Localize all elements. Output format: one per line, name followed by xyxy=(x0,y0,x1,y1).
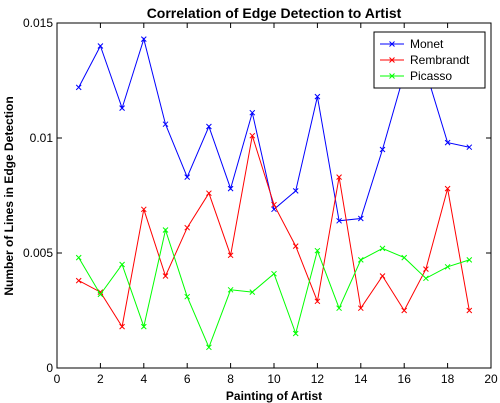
data-point-rembrandt xyxy=(97,289,104,295)
x-tick-label: 16 xyxy=(398,372,412,386)
x-tick-label: 10 xyxy=(267,372,281,386)
data-point-picasso xyxy=(292,330,299,337)
data-point-picasso xyxy=(357,257,364,263)
data-point-monet xyxy=(336,217,342,224)
data-point-picasso xyxy=(444,263,451,270)
data-point-rembrandt xyxy=(466,307,473,314)
data-point-rembrandt xyxy=(357,305,364,312)
data-point-monet xyxy=(249,109,256,116)
data-point-picasso xyxy=(140,323,147,330)
data-point-monet xyxy=(314,93,321,100)
y-tick-label: 0.01 xyxy=(30,131,54,145)
data-point-monet xyxy=(357,215,364,222)
data-point-picasso xyxy=(184,293,191,300)
y-tick-label: 0.015 xyxy=(23,16,53,30)
data-point-monet xyxy=(97,43,104,49)
data-point-picasso xyxy=(336,305,342,312)
data-point-monet xyxy=(119,105,125,111)
y-tick-label: 0.005 xyxy=(23,246,53,260)
y-axis-label: Number of Lines in Edge Detection xyxy=(2,96,16,295)
chart-title: Correlation of Edge Detection to Artist xyxy=(147,5,402,21)
data-point-rembrandt xyxy=(314,298,321,305)
data-point-rembrandt xyxy=(227,252,234,259)
legend-marker-picasso xyxy=(389,73,395,79)
data-point-rembrandt xyxy=(75,277,82,284)
legend-marker-rembrandt xyxy=(389,57,395,63)
x-tick-label: 8 xyxy=(227,372,234,386)
data-point-picasso xyxy=(227,286,234,293)
data-point-monet xyxy=(75,84,82,91)
data-point-monet xyxy=(444,139,451,146)
data-point-picasso xyxy=(466,257,473,263)
data-point-picasso xyxy=(162,227,169,233)
data-point-picasso xyxy=(379,245,386,252)
data-point-monet xyxy=(466,144,473,151)
data-point-picasso xyxy=(75,254,82,261)
data-point-monet xyxy=(227,185,234,192)
data-point-picasso xyxy=(206,344,212,351)
legend: Monet Rembrandt Picasso xyxy=(373,31,486,89)
data-point-rembrandt xyxy=(206,190,212,197)
data-point-monet xyxy=(184,174,191,180)
x-axis-label: Painting of Artist xyxy=(226,389,322,403)
y-tick-label: 0 xyxy=(46,361,53,375)
data-point-monet xyxy=(292,188,299,194)
data-point-picasso xyxy=(249,289,256,295)
data-point-picasso xyxy=(97,291,104,298)
data-point-rembrandt xyxy=(162,273,169,279)
data-point-rembrandt xyxy=(401,307,408,314)
data-point-monet xyxy=(206,123,212,130)
data-point-picasso xyxy=(401,254,408,261)
x-tick-label: 18 xyxy=(441,372,455,386)
data-point-picasso xyxy=(271,270,277,277)
legend-marker-monet xyxy=(389,41,395,47)
data-point-rembrandt xyxy=(423,266,429,272)
x-tick-label: 14 xyxy=(354,372,368,386)
data-point-rembrandt xyxy=(249,132,256,139)
x-tick-label: 2 xyxy=(97,372,104,386)
x-tick-label: 4 xyxy=(140,372,147,386)
data-point-rembrandt xyxy=(292,243,299,249)
data-point-rembrandt xyxy=(271,201,277,208)
data-point-rembrandt xyxy=(119,323,125,330)
data-point-rembrandt xyxy=(444,185,451,192)
data-point-picasso xyxy=(314,247,321,254)
legend-label-picasso: Picasso xyxy=(410,69,452,83)
data-point-picasso xyxy=(119,261,125,268)
data-point-rembrandt xyxy=(336,174,342,180)
data-point-rembrandt xyxy=(379,273,386,279)
x-tick-label: 0 xyxy=(54,372,61,386)
data-point-monet xyxy=(162,121,169,128)
data-point-monet xyxy=(379,146,386,153)
data-point-picasso xyxy=(423,275,429,282)
legend-label-monet: Monet xyxy=(410,37,444,51)
data-point-rembrandt xyxy=(140,206,147,213)
x-tick-label: 6 xyxy=(184,372,191,386)
legend-label-rembrandt: Rembrandt xyxy=(410,53,470,67)
data-point-monet xyxy=(140,36,147,42)
x-tick-label: 12 xyxy=(311,372,325,386)
x-tick-label: 20 xyxy=(484,372,498,386)
data-point-rembrandt xyxy=(184,224,191,231)
